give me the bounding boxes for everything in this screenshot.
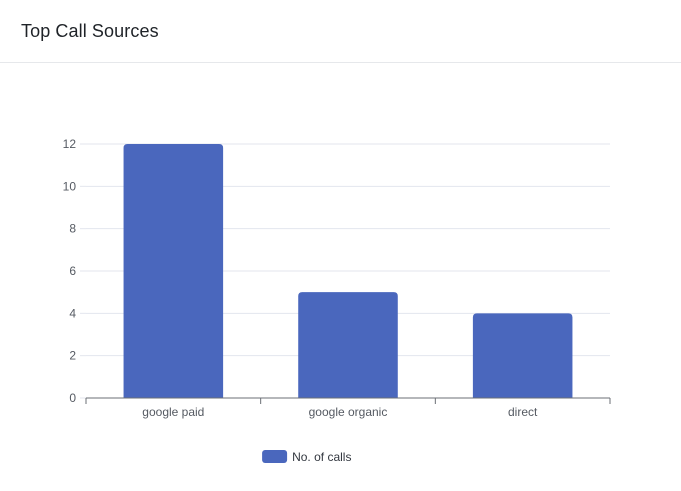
y-tick-label: 4	[69, 306, 76, 320]
y-tick-label: 0	[69, 391, 76, 405]
y-tick-label: 6	[69, 264, 76, 278]
bar[interactable]	[123, 144, 224, 398]
y-tick-label: 2	[69, 349, 76, 363]
chart-area: 0 2 4 6 8 10 12 google paid google organic direct…	[0, 64, 681, 486]
card-title: Top Call Sources	[21, 20, 159, 41]
y-tick-label: 10	[63, 179, 77, 193]
x-tick-label: direct	[508, 405, 538, 419]
y-tick-label: 8	[69, 222, 76, 236]
bar[interactable]	[472, 313, 573, 398]
bar[interactable]	[298, 292, 398, 398]
x-tick-label: google organic	[309, 405, 388, 419]
legend-swatch	[262, 450, 288, 463]
card-header: Top Call Sources	[0, 0, 681, 63]
bar-chart: 0 2 4 6 8 10 12 google paid google organic direct…	[63, 137, 611, 464]
y-tick-label: 12	[63, 137, 77, 151]
x-tick-label: google paid	[142, 405, 204, 419]
legend-label: No. of calls	[292, 450, 351, 464]
